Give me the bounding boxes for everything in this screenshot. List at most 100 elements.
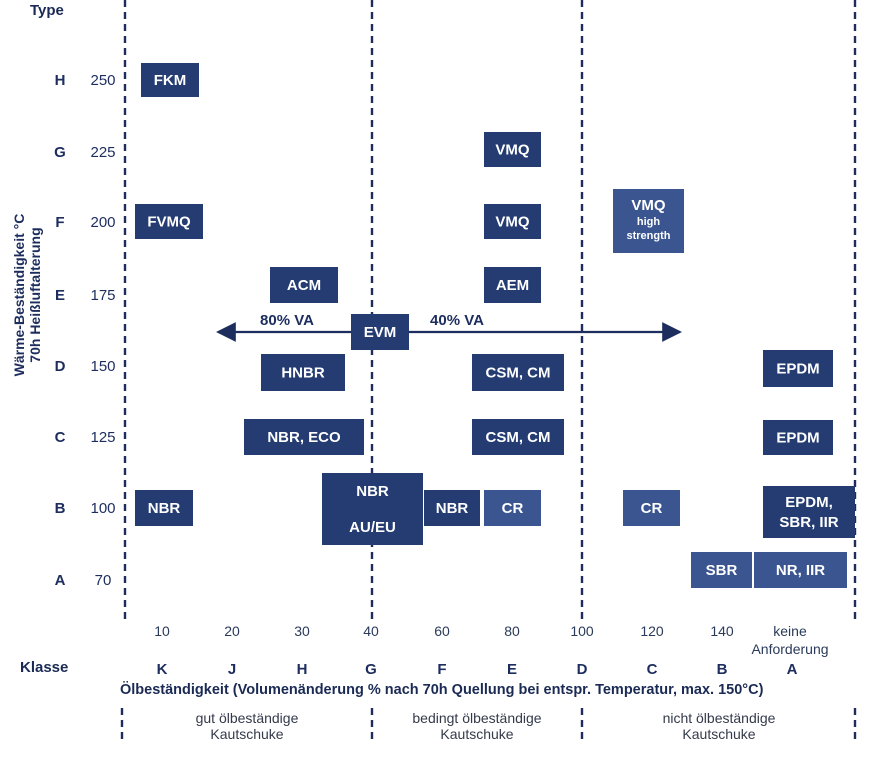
klasse-letter: A <box>787 661 798 678</box>
material-box <box>322 473 423 545</box>
klasse-letter: K <box>157 661 168 678</box>
y-type-letter: F <box>55 214 64 231</box>
material-box <box>244 419 364 455</box>
material-label: CSM, CM <box>486 365 551 382</box>
material-label: HNBR <box>281 365 324 382</box>
y-temperature-tick: 225 <box>90 144 115 161</box>
klasse-letter: D <box>577 661 588 678</box>
klasse-letter: G <box>365 661 377 678</box>
material-box <box>472 419 564 455</box>
y-axis-label: Wärme-Beständigkeit °C 70h Heißluftalter… <box>11 165 43 425</box>
x-tick-label: Anforderung <box>751 641 828 657</box>
klasse-letter: B <box>717 661 728 678</box>
material-label: AEM <box>496 277 529 294</box>
y-temperature-tick: 125 <box>90 429 115 446</box>
evm-range-left-label: 80% VA <box>260 312 314 329</box>
y-type-letter: H <box>55 72 66 89</box>
x-tick-label: 80 <box>504 623 520 639</box>
group-good-line2: Kautschuke <box>210 726 284 742</box>
group-medium: bedingt ölbeständige Kautschuke <box>372 710 582 742</box>
material-box <box>623 490 680 526</box>
material-label: CR <box>502 500 524 517</box>
material-box <box>141 63 199 97</box>
group-poor-line2: Kautschuke <box>682 726 756 742</box>
material-label: EPDM <box>776 361 819 378</box>
material-label: EPDM <box>776 430 819 447</box>
y-temperature-tick: 100 <box>90 500 115 517</box>
material-label: VMQ <box>495 214 530 231</box>
group-medium-line2: Kautschuke <box>440 726 514 742</box>
material-label: EPDM, <box>785 494 833 511</box>
x-tick-label: 30 <box>294 623 310 639</box>
klasse-letter: F <box>437 661 446 678</box>
material-box <box>763 486 855 538</box>
y-axis-title: Type <box>30 2 64 19</box>
material-box <box>261 354 345 391</box>
material-label: CSM, CM <box>486 429 551 446</box>
y-temperature-tick: 70 <box>95 572 112 589</box>
material-label: NBR <box>356 483 389 500</box>
material-box <box>270 267 338 303</box>
material-label-second-line: SBR, IIR <box>779 514 838 531</box>
material-sublabel: high <box>637 216 660 228</box>
material-label: ACM <box>287 277 321 294</box>
material-label: CR <box>641 500 663 517</box>
klasse-letter: C <box>647 661 658 678</box>
material-box <box>484 267 541 303</box>
material-label: NBR <box>148 500 181 517</box>
material-box <box>135 490 193 526</box>
x-tick-label: 100 <box>570 623 594 639</box>
evm-range-right-label: 40% VA <box>430 312 484 329</box>
klasse-letter: J <box>228 661 236 678</box>
material-sublabel: strength <box>627 230 671 242</box>
material-box <box>754 552 847 588</box>
group-good: gut ölbeständige Kautschuke <box>122 710 372 742</box>
y-type-letter: C <box>55 429 66 446</box>
material-label-second-line: AU/EU <box>349 519 396 536</box>
x-axis-label: Ölbeständigkeit (Volumenänderung % nach … <box>120 682 764 698</box>
material-label: FVMQ <box>147 214 191 231</box>
group-poor: nicht ölbeständige Kautschuke <box>582 710 856 742</box>
x-tick-label: 120 <box>640 623 664 639</box>
klasse-letter: H <box>297 661 308 678</box>
material-box <box>763 350 833 387</box>
y-type-letter: A <box>55 572 66 589</box>
material-box <box>763 420 833 455</box>
material-box <box>424 490 480 526</box>
y-temperature-tick: 250 <box>90 72 115 89</box>
y-type-letter: E <box>55 287 65 304</box>
material-box <box>472 354 564 391</box>
y-temperature-tick: 175 <box>90 287 115 304</box>
material-box <box>613 189 684 253</box>
y-type-letter: B <box>55 500 66 517</box>
y-temperature-tick: 200 <box>90 214 115 231</box>
group-poor-line1: nicht ölbeständige <box>662 710 776 726</box>
klasse-title: Klasse <box>20 659 69 676</box>
material-box <box>351 314 409 350</box>
material-box <box>691 552 752 588</box>
material-box <box>135 204 203 239</box>
y-type-letter: G <box>54 144 66 161</box>
y-axis-label-line1: Wärme-Beständigkeit °C <box>11 213 27 377</box>
x-tick-label: 60 <box>434 623 450 639</box>
material-label: NBR, ECO <box>267 429 341 446</box>
x-tick-label: 40 <box>363 623 379 639</box>
group-good-line1: gut ölbeständige <box>195 710 299 726</box>
x-tick-label: 20 <box>224 623 240 639</box>
material-label: FKM <box>154 72 187 89</box>
material-label: NR, IIR <box>776 562 825 579</box>
y-temperature-tick: 150 <box>90 358 115 375</box>
material-label: EVM <box>364 324 397 341</box>
y-type-letter: D <box>55 358 66 375</box>
x-tick-label: 140 <box>710 623 734 639</box>
material-label: SBR <box>706 562 738 579</box>
klasse-letter: E <box>507 661 517 678</box>
y-axis-label-line2: 70h Heißluftalterung <box>27 227 43 363</box>
material-box <box>484 490 541 526</box>
group-medium-line1: bedingt ölbeständige <box>412 710 542 726</box>
material-box <box>484 204 541 239</box>
x-tick-label: keine <box>773 623 807 639</box>
x-tick-label: 10 <box>154 623 170 639</box>
material-label: NBR <box>436 500 469 517</box>
